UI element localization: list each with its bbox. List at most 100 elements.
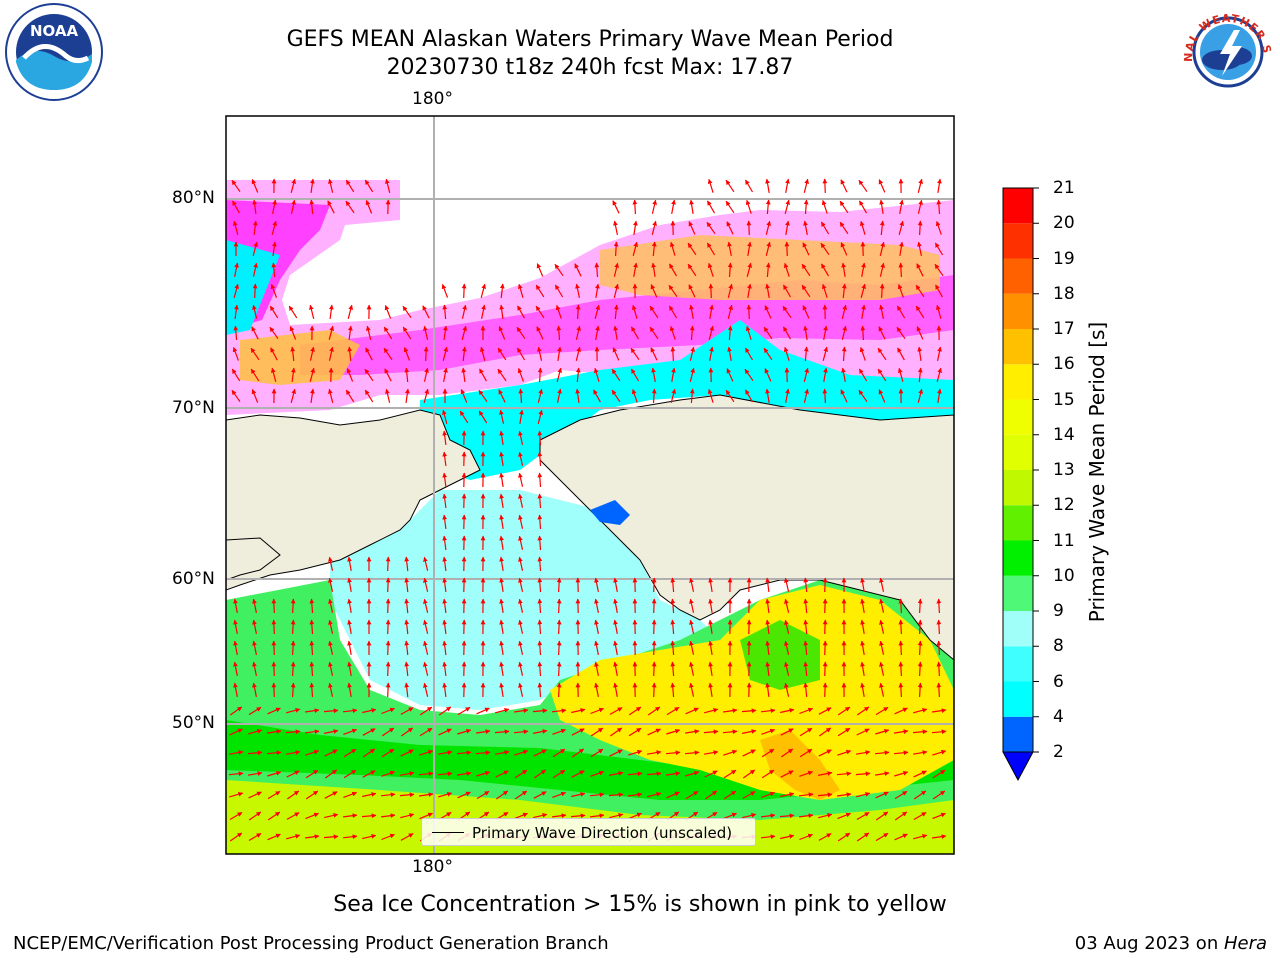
wave-arrow: [726, 221, 734, 235]
wave-arrow: [347, 598, 352, 614]
wave-arrow: [803, 346, 809, 362]
wave-arrow: [478, 410, 488, 424]
wave-arrow: [305, 834, 320, 839]
wave-arrow: [803, 577, 809, 593]
wave-arrow: [613, 682, 618, 698]
wave-arrow: [442, 304, 448, 320]
wave-arrow: [423, 640, 429, 655]
wave-arrow: [552, 728, 567, 735]
wave-arrow: [856, 791, 871, 798]
wave-arrow: [651, 199, 657, 214]
wave-arrow: [709, 304, 714, 320]
wave-arrow: [438, 706, 452, 716]
wave-arrow: [366, 325, 372, 340]
wave-arrow: [932, 812, 946, 820]
colorbar-tick-label: 12: [1053, 495, 1075, 516]
wave-arrow: [780, 728, 794, 736]
wave-arrow: [324, 813, 339, 819]
wave-arrow: [782, 326, 792, 340]
wave-arrow: [423, 388, 430, 403]
wave-arrow: [437, 771, 453, 777]
wave-arrow: [233, 682, 238, 698]
wave-arrow: [499, 304, 505, 319]
wave-arrow: [537, 514, 543, 530]
colorbar-band: [1003, 681, 1033, 717]
wave-arrow: [651, 367, 656, 383]
wave-arrow: [839, 200, 849, 214]
wave-arrow: [533, 791, 547, 799]
wave-arrow: [400, 707, 414, 715]
lat-label-80n: 80°N: [172, 188, 215, 208]
wave-arrow: [571, 770, 585, 778]
wave-arrow: [557, 346, 562, 361]
wave-arrow: [233, 619, 238, 635]
wave-arrow: [631, 388, 638, 403]
wave-arrow: [571, 728, 585, 736]
wave-arrow: [328, 619, 334, 634]
wave-arrow: [518, 388, 524, 404]
wave-arrow: [518, 598, 524, 613]
wave-arrow: [552, 813, 567, 819]
colorbar-band: [1003, 716, 1033, 752]
wave-arrow: [234, 262, 239, 278]
wave-arrow: [650, 284, 658, 298]
wave-arrow: [457, 771, 472, 776]
wave-arrow: [516, 347, 526, 361]
wave-arrow: [855, 750, 871, 755]
wave-arrow: [404, 556, 410, 572]
wave-arrow: [669, 325, 676, 340]
wave-arrow: [499, 556, 504, 571]
wave-arrow: [514, 749, 529, 756]
wave-arrow: [874, 750, 890, 756]
wave-arrow: [479, 346, 486, 361]
wave-arrow: [898, 598, 904, 614]
wave-arrow: [822, 388, 828, 404]
wave-arrow: [684, 750, 700, 756]
gulf-alaska-green-patch: [740, 620, 820, 690]
wave-arrow: [271, 682, 277, 698]
wave-arrow: [936, 367, 943, 382]
wave-arrow: [879, 661, 885, 676]
wave-arrow: [404, 577, 410, 593]
wave-arrow: [913, 833, 928, 840]
wave-arrow: [575, 304, 581, 320]
wave-arrow: [362, 708, 377, 714]
wave-arrow: [442, 493, 448, 508]
wave-arrow: [346, 368, 354, 382]
wave-arrow: [309, 199, 315, 215]
wave-arrow: [899, 199, 904, 215]
wave-arrow: [423, 598, 429, 613]
wave-arrow: [343, 791, 358, 798]
wave-arrow: [649, 326, 659, 340]
wave-arrow: [670, 598, 676, 614]
wave-arrow: [595, 325, 600, 341]
wave-arrow: [285, 729, 301, 735]
wave-arrow: [251, 389, 259, 403]
wave-arrow: [229, 811, 243, 821]
wave-arrow: [932, 708, 947, 713]
colorbar-band: [1003, 329, 1033, 365]
wave-arrow: [839, 221, 849, 235]
wave-arrow: [309, 304, 315, 319]
wave-arrow: [442, 619, 448, 634]
wave-arrow: [537, 535, 543, 551]
wave-arrow: [248, 728, 263, 735]
colorbar-tick-label: 4: [1053, 706, 1064, 727]
wave-arrow: [575, 346, 581, 361]
wave-arrow: [822, 577, 828, 593]
wave-arrow: [362, 834, 377, 840]
wave-arrow: [518, 619, 524, 634]
wave-arrow: [233, 598, 238, 614]
colorbar-tick-label: 21: [1053, 178, 1075, 198]
wave-arrow: [708, 640, 713, 655]
wave-arrow: [499, 682, 504, 697]
wave-arrow: [499, 514, 504, 529]
wave-arrow: [404, 661, 410, 677]
wave-arrow: [669, 241, 676, 256]
wave-arrow: [860, 619, 865, 635]
wave-arrow: [537, 472, 543, 488]
wave-arrow: [309, 661, 315, 677]
wave-arrow: [727, 283, 733, 298]
wave-arrow: [878, 179, 886, 193]
wave-arrow: [744, 389, 754, 403]
